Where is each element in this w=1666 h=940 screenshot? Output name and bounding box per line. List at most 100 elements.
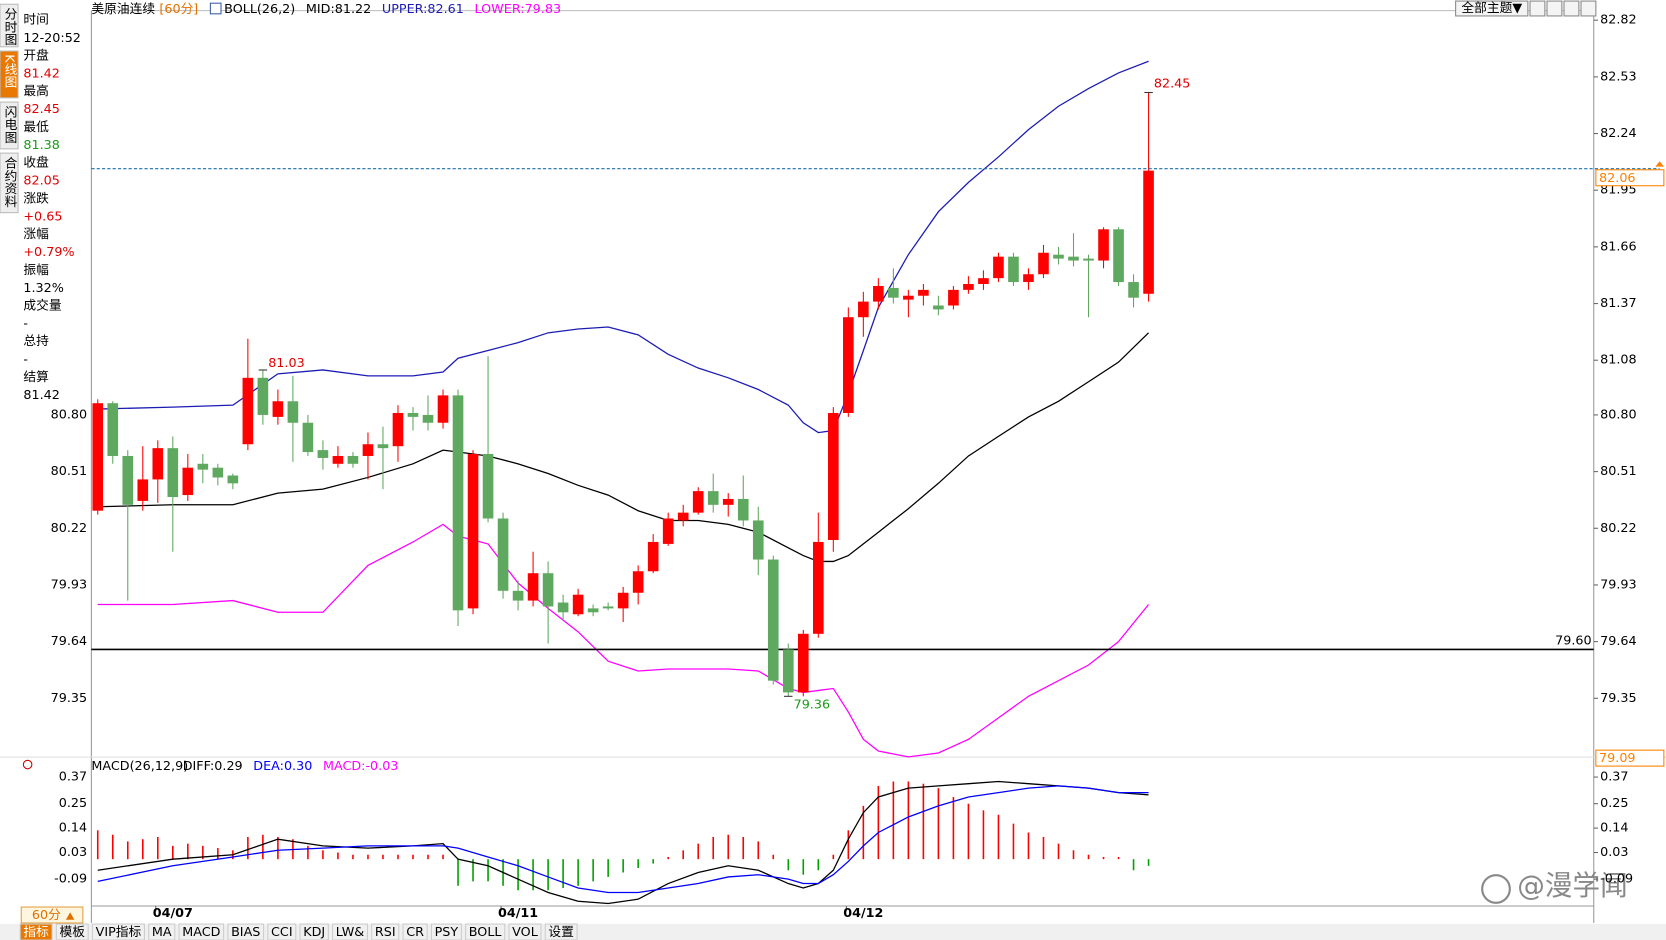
side-tab[interactable]: 分时图 — [2, 7, 17, 46]
candle-body — [782, 649, 794, 693]
candle-body — [512, 590, 524, 601]
last-price-arrow — [1655, 161, 1664, 167]
bottom-tab-box[interactable] — [19, 923, 53, 940]
candle-body — [843, 317, 854, 413]
candle-body — [122, 455, 134, 505]
toolbar-icon[interactable] — [1529, 0, 1546, 17]
cursor-price-box — [1595, 749, 1665, 767]
side-tab[interactable]: 合约资料 — [2, 156, 17, 207]
bottom-tab[interactable]: KDJ — [303, 925, 325, 940]
period-button[interactable]: 60分 — [32, 908, 61, 923]
toolbar-icon[interactable] — [1546, 0, 1563, 17]
candle-body — [1128, 282, 1139, 298]
bottom-tab[interactable]: 指标 — [23, 925, 49, 940]
bottom-tab[interactable]: MA — [152, 925, 172, 940]
candle-body — [767, 559, 779, 681]
bottom-tab[interactable]: RSI — [375, 925, 396, 940]
bottom-tab-box[interactable] — [299, 923, 329, 940]
bottom-tab[interactable]: MACD — [182, 925, 220, 940]
bottom-tab-box[interactable] — [430, 923, 462, 940]
legend-item: DEA:0.30 — [253, 759, 312, 774]
bottom-tab[interactable]: VOL — [512, 925, 539, 940]
info-label: 振幅 — [23, 263, 49, 278]
y-tick-label-left: 79.35 — [51, 691, 88, 706]
side-tab-box[interactable] — [0, 101, 19, 150]
y-tick-label: 81.66 — [1600, 239, 1637, 254]
candle-body — [422, 414, 434, 423]
candle-body — [137, 479, 149, 501]
candle-body — [287, 401, 299, 423]
toolbar-icon[interactable] — [1563, 0, 1580, 17]
candle-body — [692, 491, 704, 513]
y-tick-label: 79.35 — [1600, 691, 1637, 706]
candle-body — [933, 305, 944, 310]
y-tick-label-left: 0.03 — [59, 845, 87, 860]
y-tick-label: 80.22 — [1600, 521, 1637, 536]
y-tick-label-left: 80.22 — [51, 521, 88, 536]
y-tick-label-left: 0.37 — [59, 770, 87, 785]
bottom-tab-box[interactable] — [332, 923, 368, 940]
candle-body — [377, 444, 389, 449]
bottom-tab-box[interactable] — [465, 923, 506, 940]
bottom-tab-box[interactable] — [402, 923, 428, 940]
bottom-tab-box[interactable] — [371, 923, 400, 940]
bottom-tab[interactable]: CR — [406, 925, 424, 940]
y-tick-label: 82.24 — [1600, 126, 1637, 141]
bottom-tab-box[interactable] — [148, 923, 176, 940]
legend-item: BOLL(26,2) — [224, 2, 295, 17]
bottom-tab-box[interactable] — [227, 923, 265, 940]
settings-icon[interactable] — [22, 759, 33, 770]
candle-body — [542, 573, 554, 607]
candle-body — [407, 412, 419, 417]
boll-band — [97, 523, 1150, 758]
bottom-tab[interactable]: VIP指标 — [96, 925, 142, 940]
info-value: 82.45 — [23, 102, 60, 117]
bottom-tab[interactable]: PSY — [435, 925, 459, 940]
candle-body — [437, 395, 449, 423]
side-tab-box[interactable] — [0, 50, 19, 99]
y-tick-label-left: 0.25 — [59, 796, 87, 811]
macd-title: MACD(26,12,9) — [91, 759, 188, 774]
candle-body — [993, 256, 1004, 279]
toolbar-icon[interactable] — [1580, 0, 1597, 17]
candle-body — [347, 455, 359, 464]
bottom-tab-box[interactable] — [178, 923, 225, 940]
y-tick-label-left: 79.64 — [51, 634, 88, 649]
bottom-tab[interactable]: BIAS — [231, 925, 260, 940]
side-tab[interactable]: K线图 — [2, 54, 17, 88]
bottom-tab-box[interactable] — [55, 923, 89, 940]
candle-body — [317, 450, 329, 458]
side-tab[interactable]: 闪电图 — [2, 105, 17, 144]
candle-body — [467, 454, 479, 609]
bottom-tab[interactable]: 模板 — [59, 925, 85, 940]
legend-item: UPPER:82.61 — [382, 2, 464, 17]
bottom-tab-box[interactable] — [267, 923, 297, 940]
candle-body — [452, 395, 464, 611]
annotation: 82.45 — [1154, 76, 1191, 91]
candle-body — [392, 412, 404, 447]
side-tab-box[interactable] — [0, 152, 19, 214]
bottom-tab-box[interactable] — [508, 923, 542, 940]
bottom-tab-box[interactable] — [91, 923, 145, 940]
bottom-tab[interactable]: CCI — [271, 925, 293, 940]
bottom-tab-box[interactable] — [544, 923, 578, 940]
bottom-tab[interactable]: BOLL — [469, 925, 503, 940]
cursor-price-label: 79.09 — [1599, 751, 1636, 766]
candle-body — [873, 285, 884, 302]
info-value: 12-20:52 — [23, 31, 81, 46]
y-tick-label: 81.95 — [1600, 183, 1637, 198]
legend-item: MACD:-0.03 — [323, 759, 398, 774]
last-price-box — [1595, 169, 1665, 187]
y-tick-label: 0.25 — [1600, 796, 1628, 811]
period-arrow — [65, 912, 75, 920]
theme-button[interactable]: 全部主题▼ — [1461, 0, 1522, 16]
y-tick-label: 80.80 — [1600, 407, 1637, 422]
side-tab-box[interactable] — [0, 3, 19, 48]
candle-body — [1083, 258, 1094, 261]
bottom-tab[interactable]: LW& — [336, 925, 365, 940]
candle-body — [527, 573, 539, 601]
theme-button-box[interactable] — [1455, 0, 1529, 17]
bottom-tab[interactable]: 设置 — [548, 925, 574, 940]
y-tick-label: 79.93 — [1600, 577, 1637, 592]
